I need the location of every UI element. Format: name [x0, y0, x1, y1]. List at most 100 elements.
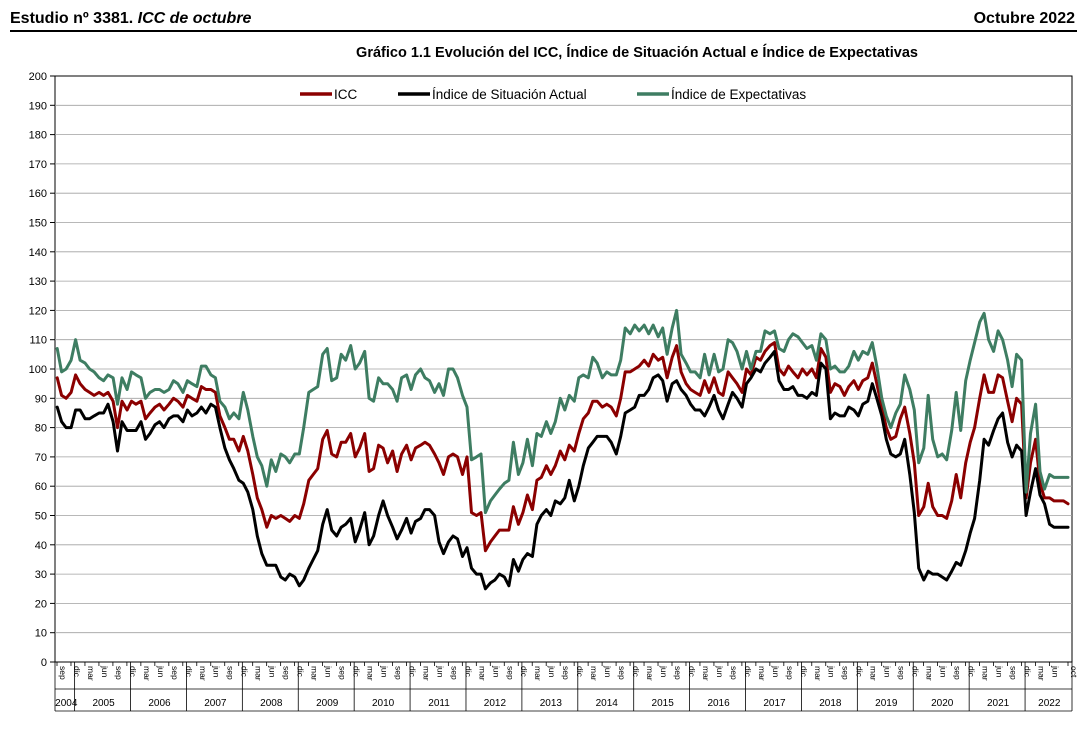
- x-year-label: 2005: [92, 698, 115, 709]
- x-month-label: dic: [128, 666, 138, 678]
- legend-label-isa: Índice de Situación Actual: [432, 87, 587, 102]
- x-month-label: mar: [645, 666, 655, 681]
- x-month-label: mar: [421, 666, 431, 681]
- y-axis: 0 10 20 30 40 50 60 70 80 90 100 110 120 130 140 150 160…: [29, 71, 55, 669]
- x-month-label: sep: [282, 666, 292, 680]
- y-tick-label: 50: [35, 511, 47, 523]
- y-tick-label: 120: [29, 305, 47, 317]
- x-month-label: sep: [1008, 666, 1018, 680]
- legend: ICC Índice de Situación Actual Índice de E…: [300, 87, 806, 102]
- y-tick-label: 160: [29, 188, 47, 200]
- x-month-label: mar: [757, 666, 767, 681]
- x-month-label: jun: [771, 665, 781, 678]
- series-lines: [55, 308, 1070, 591]
- x-year-label: 2012: [484, 698, 507, 709]
- x-month-label: dic: [911, 666, 921, 678]
- x-month-label: sep: [785, 666, 795, 680]
- x-year-label: 2006: [148, 698, 171, 709]
- x-year-label: 2007: [204, 698, 227, 709]
- x-month-label: dic: [72, 666, 82, 678]
- x-year-label: 2018: [819, 698, 842, 709]
- x-month-label: jun: [268, 665, 278, 678]
- y-tick-label: 130: [29, 276, 47, 288]
- x-month-label: dic: [855, 666, 865, 678]
- x-month-label: dic: [743, 666, 753, 678]
- x-year-label: 2019: [875, 698, 898, 709]
- x-month-label: mar: [142, 666, 152, 681]
- x-month-label: mar: [980, 666, 990, 681]
- x-month-label: jun: [1050, 665, 1060, 678]
- report-date: Octubre 2022: [973, 10, 1075, 27]
- y-tick-label: 110: [29, 335, 47, 347]
- x-month-label: dic: [1022, 666, 1032, 678]
- y-tick-label: 190: [29, 100, 47, 112]
- x-month-label: sep: [953, 666, 963, 680]
- x-month-label: jun: [212, 665, 222, 678]
- x-axis: sep dic mar jun sep dic mar jun sep dic mar jun sep d…: [54, 662, 1079, 712]
- x-month-label: dic: [463, 666, 473, 678]
- x-month-label: sep: [673, 666, 683, 680]
- x-month-label: jun: [324, 665, 334, 678]
- x-month-label: dic: [967, 666, 977, 678]
- x-year-label: 2020: [931, 698, 954, 709]
- x-month-label: mar: [365, 666, 375, 681]
- study-header: Estudio nº 3381. ICC de octubre: [10, 10, 251, 28]
- x-month-label: sep: [114, 666, 124, 680]
- x-month-label: dic: [184, 666, 194, 678]
- x-month-label: mar: [310, 666, 320, 681]
- x-month-label: mar: [701, 666, 711, 681]
- x-month-label: dic: [240, 666, 250, 678]
- y-tick-label: 60: [35, 481, 47, 493]
- x-month-label: mar: [86, 666, 96, 681]
- x-month-label: jun: [827, 665, 837, 678]
- y-tick-label: 20: [35, 598, 47, 610]
- x-month-label: dic: [687, 666, 697, 678]
- x-month-label: sep: [393, 666, 403, 680]
- y-tick-label: 40: [35, 540, 47, 552]
- x-month-label: jun: [659, 665, 669, 678]
- x-month-label: jun: [883, 665, 893, 678]
- x-month-label: jun: [994, 665, 1004, 678]
- x-month-label: jun: [435, 665, 445, 678]
- series-line-icc: [55, 341, 1070, 553]
- x-month-label: dic: [352, 666, 362, 678]
- y-tick-label: 90: [35, 393, 47, 405]
- x-month-label: dic: [296, 666, 306, 678]
- x-month-label: sep: [170, 666, 180, 680]
- x-month-label: jun: [715, 665, 725, 678]
- x-month-label: mar: [869, 666, 879, 681]
- x-year-label: 2016: [707, 698, 730, 709]
- y-tick-label: 150: [29, 218, 47, 230]
- y-tick-label: 10: [35, 628, 47, 640]
- x-month-label: sep: [841, 666, 851, 680]
- y-tick-label: 170: [29, 159, 47, 171]
- x-year-label: 2011: [428, 698, 450, 709]
- x-year-label: 2013: [540, 698, 563, 709]
- x-month-label: dic: [519, 666, 529, 678]
- y-tick-label: 200: [29, 71, 47, 83]
- x-month-label: dic: [799, 666, 809, 678]
- y-tick-label: 0: [41, 657, 47, 669]
- study-subject: ICC de octubre: [137, 10, 252, 27]
- x-month-label: mar: [477, 666, 487, 681]
- y-tick-label: 80: [35, 423, 47, 435]
- legend-label-icc: ICC: [334, 87, 358, 102]
- x-month-label: mar: [1036, 666, 1046, 681]
- x-month-label: mar: [589, 666, 599, 681]
- x-month-label: jun: [939, 665, 949, 678]
- x-month-label: sep: [561, 666, 571, 680]
- x-month-label: dic: [407, 666, 417, 678]
- y-tick-label: 30: [35, 569, 47, 581]
- x-month-label: jun: [603, 665, 613, 678]
- x-year-label: 2008: [260, 698, 283, 709]
- x-year-label: 2010: [372, 698, 395, 709]
- series-line-isa: [55, 349, 1070, 591]
- x-month-label: mar: [925, 666, 935, 681]
- x-year-label: 2021: [987, 698, 1010, 709]
- x-month-label: jun: [100, 665, 110, 678]
- x-month-label: oct: [1069, 666, 1079, 678]
- x-year-label: 2017: [763, 698, 786, 709]
- x-month-label: jun: [547, 665, 557, 678]
- x-month-label: mar: [198, 666, 208, 681]
